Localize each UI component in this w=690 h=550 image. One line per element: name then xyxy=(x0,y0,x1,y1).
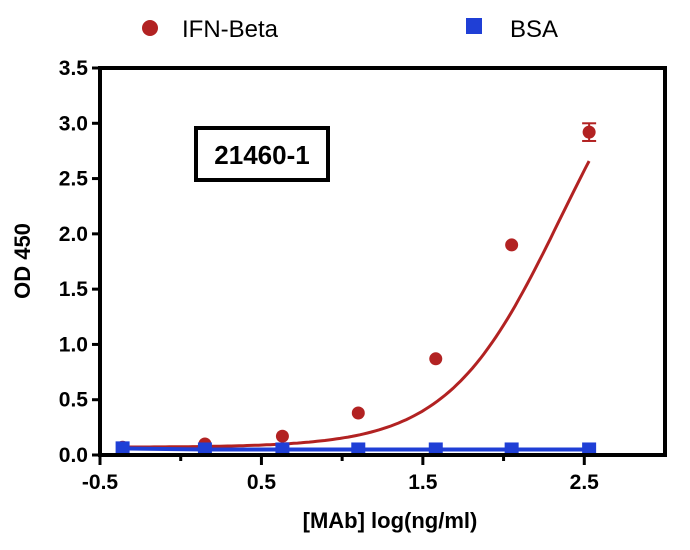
data-point-ifn-beta xyxy=(429,352,443,366)
legend-label-bsa: BSA xyxy=(510,16,558,43)
annotation-frame xyxy=(194,126,330,182)
data-point-bsa xyxy=(582,442,597,457)
x-tick-label: 2.5 xyxy=(570,471,600,494)
y-tick-label: 0.5 xyxy=(59,389,89,412)
y-axis-title: OD 450 xyxy=(10,223,35,299)
y-tick-label: 3.5 xyxy=(59,57,89,80)
data-point-bsa xyxy=(275,442,290,457)
y-tick-label: 0.0 xyxy=(59,444,88,467)
plot-frame xyxy=(98,66,667,457)
x-tick-label: 1.5 xyxy=(408,471,438,494)
data-point-ifn-beta xyxy=(505,238,519,252)
data-point-bsa xyxy=(351,442,366,457)
data-point-ifn-beta xyxy=(351,406,365,420)
y-tick-label: 1.0 xyxy=(59,333,88,356)
legend-label-ifn-beta: IFN-Beta xyxy=(182,16,279,43)
y-tick-label: 2.0 xyxy=(59,223,88,246)
x-tick-label: 0.5 xyxy=(247,471,277,494)
series-line-ifn-beta xyxy=(122,160,591,449)
plot-area xyxy=(115,122,597,457)
axes: 0.0 0.5 1.0 1.5 2.0 2.5 3.0 3.5 -0.5 0.5 1.5 2.5 xyxy=(59,57,599,494)
data-point-bsa xyxy=(504,442,519,457)
data-point-bsa xyxy=(197,442,212,457)
y-tick-label: 3.0 xyxy=(59,112,88,135)
y-tick-label: 2.5 xyxy=(59,168,89,191)
x-axis-title: [MAb] log(ng/ml) xyxy=(303,508,478,533)
data-point-ifn-beta xyxy=(582,125,596,139)
data-point-bsa xyxy=(115,441,130,456)
data-point-bsa xyxy=(428,442,443,457)
annotation-box: 21460-1 xyxy=(194,126,330,182)
x-tick-label: -0.5 xyxy=(82,471,119,494)
y-tick-label: 1.5 xyxy=(59,278,89,301)
legend: IFN-Beta BSA xyxy=(142,16,558,43)
legend-marker-ifn-beta xyxy=(142,20,158,36)
legend-marker-bsa xyxy=(466,18,482,34)
annotation-label: 21460-1 xyxy=(214,140,309,170)
data-point-ifn-beta xyxy=(275,429,289,443)
